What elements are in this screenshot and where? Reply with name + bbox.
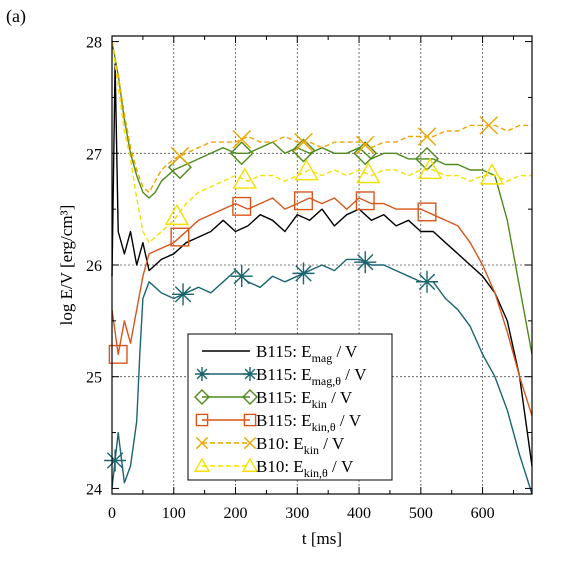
- x-tick-label: 300: [285, 505, 309, 522]
- ticks: 0 100 200 300 400 500 600 24 25 26 27 28: [86, 35, 532, 522]
- series-line-emag_theta: [111, 258, 533, 495]
- series-b10_ekin: [111, 41, 533, 194]
- y-tick-label: 25: [86, 370, 102, 387]
- y-tick-label: 27: [86, 146, 102, 163]
- marker-emag_theta: [416, 270, 438, 293]
- legend-marker-b10_ekin_theta: [193, 457, 211, 472]
- series-line-b10_ekin_theta: [111, 41, 532, 244]
- y-tick-label: 28: [86, 35, 102, 52]
- marker-ekin: [167, 155, 192, 180]
- x-tick-label: 500: [409, 505, 433, 522]
- marker-ekin_theta: [108, 344, 128, 364]
- y-tick-label: 26: [86, 258, 102, 275]
- marker-emag_theta: [292, 262, 315, 285]
- marker-b10_ekin_theta: [164, 203, 190, 226]
- marker-emag_theta: [230, 265, 253, 288]
- series-line-ekin_theta: [111, 197, 533, 417]
- x-tick-label: 600: [471, 505, 495, 522]
- marker-b10_ekin: [294, 132, 313, 152]
- marker-ekin: [291, 138, 316, 163]
- legend-marker-b10_ekin: [243, 436, 257, 450]
- x-tick-label: 200: [224, 505, 248, 522]
- marker-b10_ekin_theta: [294, 159, 319, 181]
- legend-label: B115: Emag / V: [256, 342, 358, 365]
- panel-label: (a): [6, 6, 26, 27]
- series-line-emag: [111, 63, 533, 467]
- legend-marker-ekin_theta: [195, 413, 209, 427]
- x-tick-label: 400: [347, 505, 371, 522]
- marker-ekin: [353, 141, 378, 166]
- y-axis-label: log E/V [erg/cm³]: [57, 205, 76, 326]
- marker-ekin_theta: [170, 227, 190, 247]
- marker-b10_ekin_theta: [356, 161, 381, 184]
- legend-label: B10: Ekin,θ / V: [256, 457, 354, 480]
- legend-marker-ekin: [242, 389, 258, 405]
- series-ekin: [111, 41, 533, 355]
- legend-marker-b10_ekin: [195, 436, 209, 450]
- marker-emag_theta: [354, 251, 377, 274]
- marker-b10_ekin: [479, 116, 499, 135]
- legend-label: B10: Ekin / V: [256, 434, 345, 457]
- legend-marker-ekin: [194, 389, 210, 405]
- marker-ekin_theta: [232, 196, 252, 216]
- legend-marker-ekin_theta: [243, 413, 257, 427]
- legend-box: [187, 333, 393, 481]
- series-emag_theta: [104, 251, 533, 495]
- legend-marker-b10_ekin_theta: [241, 457, 259, 472]
- y-tick-label: 24: [86, 481, 102, 498]
- series-line-b10_ekin: [111, 41, 532, 194]
- marker-ekin_theta: [355, 191, 375, 211]
- marker-b10_ekin_theta: [417, 157, 443, 179]
- marker-b10_ekin_theta: [479, 163, 505, 185]
- legend-marker-emag_theta: [243, 367, 257, 381]
- series-group: [104, 41, 533, 495]
- marker-emag_theta: [104, 449, 127, 472]
- legend-marker-emag_theta: [195, 367, 209, 381]
- marker-ekin_theta: [417, 202, 437, 222]
- legend-label: B115: Ekin,θ / V: [256, 411, 362, 434]
- marker-b10_ekin: [417, 127, 437, 146]
- marker-emag_theta: [172, 283, 195, 306]
- marker-ekin_theta: [293, 191, 313, 211]
- x-tick-label: 0: [108, 505, 116, 522]
- marker-b10_ekin: [232, 130, 252, 149]
- series-line-ekin: [111, 41, 533, 355]
- marker-b10_ekin: [170, 146, 190, 166]
- series-ekin_theta: [108, 191, 533, 417]
- legend-label: B115: Emag,θ / V: [256, 365, 367, 388]
- series-b10_ekin_theta: [111, 41, 533, 244]
- marker-b10_ekin: [355, 135, 375, 155]
- x-axis-label: t [ms]: [302, 529, 342, 548]
- legend-label: B115: Ekin / V: [256, 388, 353, 411]
- marker-b10_ekin_theta: [232, 167, 258, 189]
- marker-ekin: [229, 141, 254, 166]
- x-tick-label: 100: [162, 505, 186, 522]
